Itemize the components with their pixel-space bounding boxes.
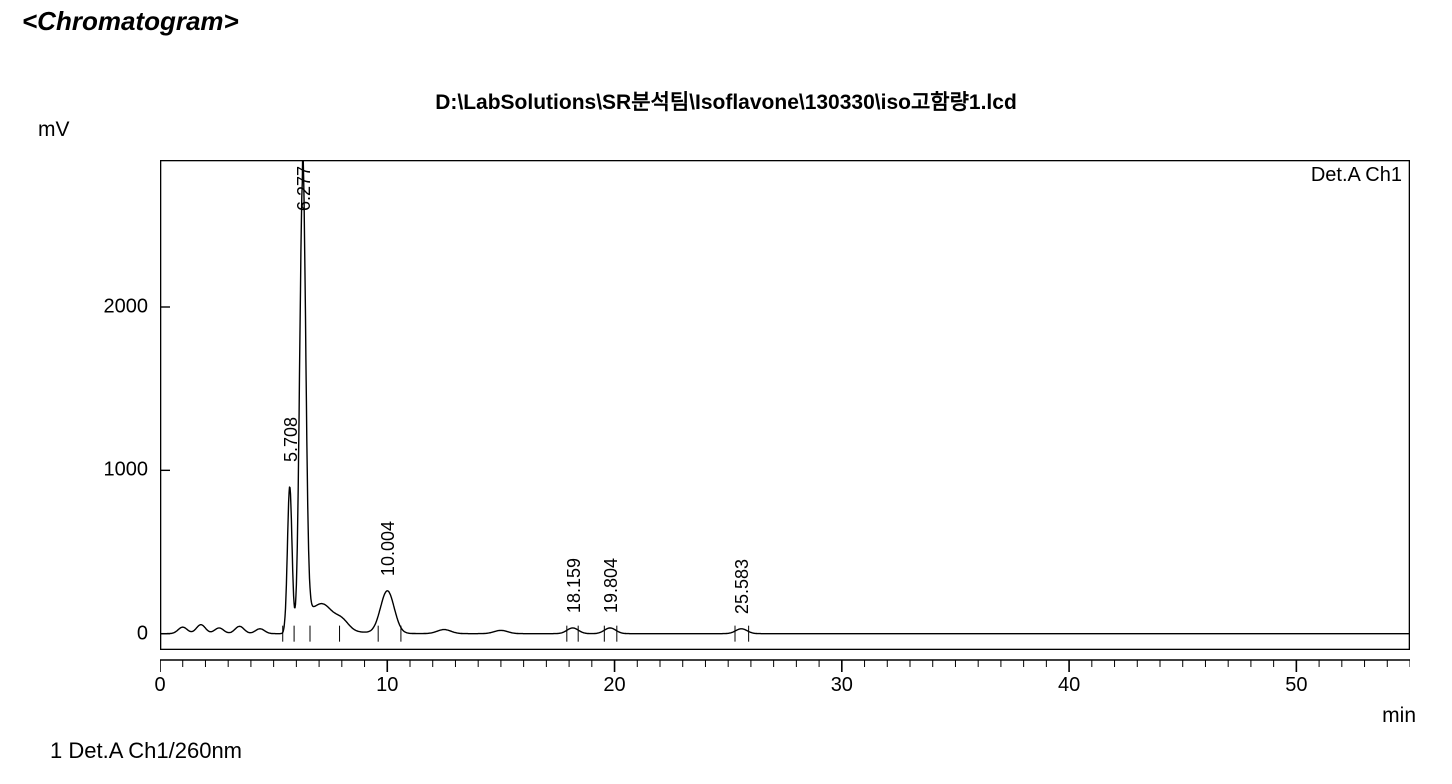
- detector-label: Det.A Ch1: [1311, 164, 1402, 187]
- y-axis-unit: mV: [38, 118, 70, 142]
- peak-label: 19.804: [601, 558, 622, 613]
- y-tick-label: 1000: [104, 459, 161, 482]
- y-tick-label: 0: [137, 622, 160, 645]
- chromatogram-plot: Det.A Ch1 01020304050010002000 5.7086.27…: [160, 160, 1410, 650]
- x-axis-unit: min: [1382, 704, 1416, 728]
- channel-footer: 1 Det.A Ch1/260nm: [50, 738, 242, 764]
- peak-label: 6.277: [294, 166, 315, 211]
- peak-label: 5.708: [281, 417, 302, 462]
- section-title: <Chromatogram>: [22, 6, 239, 37]
- x-axis-strip: [160, 650, 1410, 700]
- peak-label: 10.004: [378, 521, 399, 576]
- plot-svg: [160, 160, 1410, 650]
- page-root: <Chromatogram> D:\LabSolutions\SR분석팀\Iso…: [0, 0, 1452, 784]
- peak-label: 18.159: [564, 558, 585, 613]
- y-tick-label: 2000: [104, 296, 161, 319]
- peak-label: 25.583: [732, 559, 753, 614]
- file-path: D:\LabSolutions\SR분석팀\Isoflavone\130330\…: [0, 86, 1452, 116]
